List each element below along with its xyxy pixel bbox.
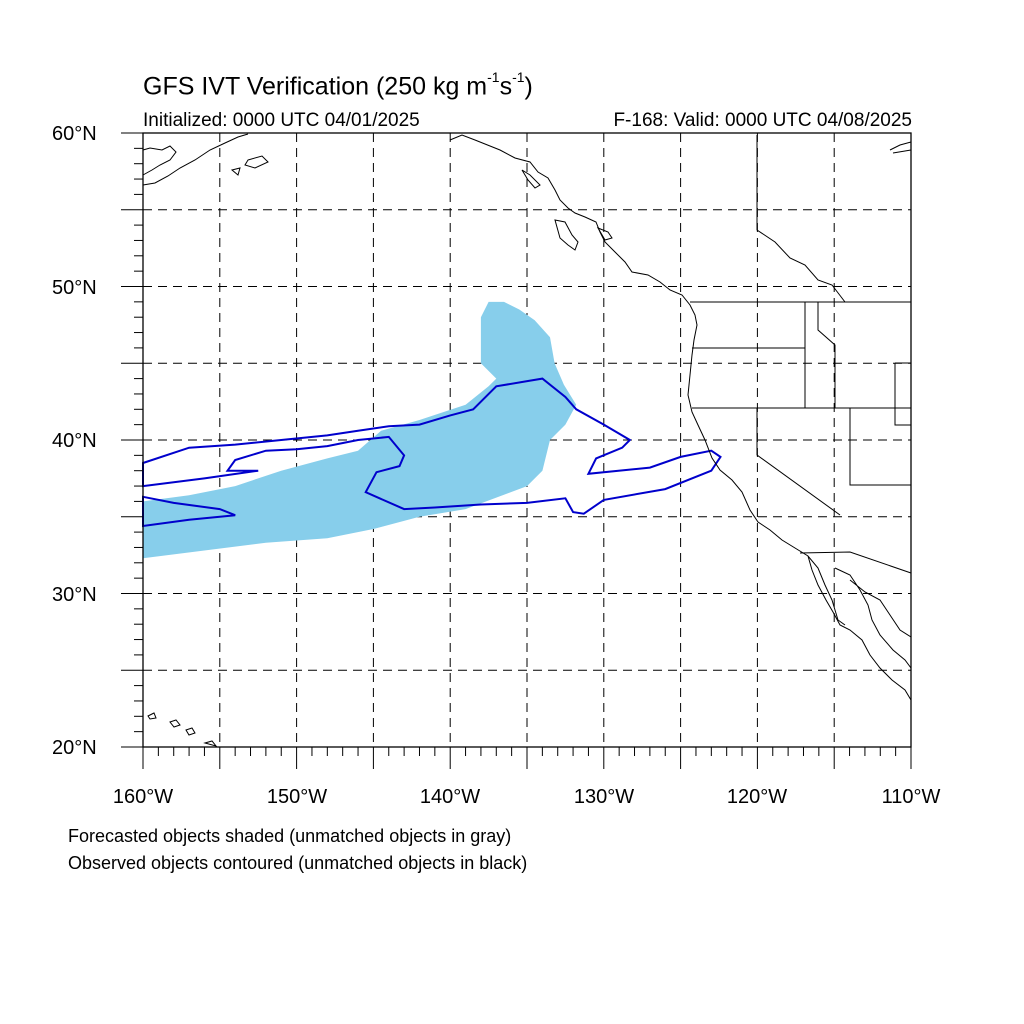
state-borders [690, 301, 912, 574]
lon-label-120w: 120°W [726, 786, 788, 808]
valid-time: F-168: Valid: 0000 UTC 04/08/2025 [613, 110, 912, 131]
coastline-baja [807, 555, 912, 701]
lat-label-30: 30°N [52, 584, 97, 606]
lat-label-20: 20°N [52, 737, 97, 759]
lat-label-40: 40°N [52, 430, 97, 452]
lon-label-110w: 110°W [881, 786, 941, 808]
axis-ticks [121, 132, 912, 769]
lon-label-160w: 160°W [112, 786, 174, 808]
lat-label-60: 60°N [52, 123, 97, 145]
lat-label-50: 50°N [52, 277, 97, 299]
coastline-islands [230, 155, 613, 251]
lon-label-150w: 150°W [266, 786, 328, 808]
forecast-ivt-object [143, 301, 577, 559]
observed-contour [142, 377, 722, 515]
lon-label-130w: 130°W [573, 786, 635, 808]
coastlines-and-borders [142, 133, 912, 747]
footnote-observed: Observed objects contoured (unmatched ob… [68, 853, 528, 873]
lon-label-140w: 140°W [419, 786, 481, 808]
inland-features [756, 135, 912, 303]
hawaii-islands [147, 712, 218, 747]
footnote-forecast: Forecasted objects shaded (unmatched obj… [68, 826, 512, 846]
coastline-north [142, 133, 846, 626]
chart-title: GFS IVT Verification (250 kg m-1s-1) [143, 69, 533, 101]
initialized-time: Initialized: 0000 UTC 04/01/2025 [143, 110, 420, 131]
